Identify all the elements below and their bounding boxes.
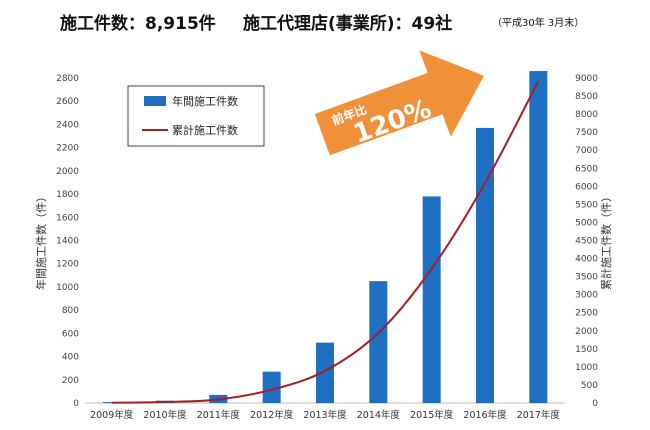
y-tick-label: 800 bbox=[62, 306, 79, 316]
y2-tick-label: 7000 bbox=[575, 146, 598, 156]
bar bbox=[422, 196, 441, 403]
y2-tick-label: 4500 bbox=[575, 237, 598, 247]
x-tick-label: 2009年度 bbox=[90, 409, 134, 421]
y-tick-label: 0 bbox=[73, 399, 79, 409]
y-tick-label: 600 bbox=[62, 329, 79, 339]
total-installations-title: 施工件数：8,915件 bbox=[60, 14, 216, 34]
bar bbox=[529, 71, 548, 404]
x-tick-label: 2013年度 bbox=[303, 409, 347, 421]
as-of-date: （平成30年 3月末） bbox=[492, 18, 585, 29]
x-tick-label: 2016年度 bbox=[463, 409, 507, 421]
y2-tick-label: 500 bbox=[581, 381, 598, 391]
y-tick-label: 400 bbox=[62, 353, 79, 363]
y2-tick-label: 1500 bbox=[575, 345, 598, 355]
chart-header: 施工件数：8,915件 施工代理店(事業所)：49社 （平成30年 3月末） bbox=[0, 0, 650, 40]
y2-tick-label: 3500 bbox=[575, 273, 598, 283]
legend-bar-swatch bbox=[144, 96, 166, 106]
y2-tick-label: 8500 bbox=[575, 92, 598, 102]
x-tick-label: 2012年度 bbox=[250, 409, 294, 421]
y2-tick-label: 6000 bbox=[575, 182, 598, 192]
y-tick-label: 1600 bbox=[56, 213, 79, 223]
y2-tick-label: 0 bbox=[592, 399, 598, 409]
x-tick-label: 2010年度 bbox=[143, 409, 187, 421]
y2-tick-label: 9000 bbox=[575, 74, 598, 84]
y2-axis-title: 累計施工件数（件） bbox=[599, 191, 613, 290]
y-axis-title: 年間施工件数（件） bbox=[34, 191, 48, 290]
y-tick-label: 2800 bbox=[56, 74, 79, 84]
bar bbox=[476, 127, 494, 404]
y2-tick-label: 1000 bbox=[575, 363, 598, 373]
y-tick-label: 1800 bbox=[56, 190, 79, 200]
agency-count-title: 施工代理店(事業所)：49社 bbox=[243, 14, 453, 34]
x-tick-label: 2017年度 bbox=[517, 409, 561, 421]
y-tick-label: 2000 bbox=[56, 167, 79, 177]
arrow-shape bbox=[314, 50, 484, 156]
y2-tick-label: 2000 bbox=[575, 327, 598, 337]
y2-tick-label: 5000 bbox=[575, 218, 598, 228]
y-tick-label: 1400 bbox=[56, 237, 79, 247]
y-tick-label: 1200 bbox=[56, 260, 79, 270]
y2-tick-label: 6500 bbox=[575, 164, 598, 174]
y2-tick-label: 5500 bbox=[575, 200, 598, 210]
y2-tick-label: 2500 bbox=[575, 309, 598, 319]
y-tick-label: 200 bbox=[62, 376, 79, 386]
x-tick-label: 2014年度 bbox=[357, 409, 401, 421]
y2-tick-label: 4000 bbox=[575, 255, 598, 265]
bar bbox=[369, 281, 388, 403]
cumulative-line bbox=[111, 80, 540, 404]
legend-bar-label: 年間施工件数 bbox=[172, 94, 238, 108]
x-tick-label: 2011年度 bbox=[197, 409, 241, 421]
legend-line-label: 累計施工件数 bbox=[172, 123, 238, 137]
y-tick-label: 2200 bbox=[56, 144, 79, 154]
y2-tick-label: 7500 bbox=[575, 128, 598, 138]
y-tick-label: 2400 bbox=[56, 120, 79, 130]
bar bbox=[316, 342, 334, 403]
y2-tick-label: 8000 bbox=[575, 110, 598, 120]
bar bbox=[262, 371, 281, 403]
x-tick-label: 2015年度 bbox=[410, 409, 454, 421]
y-tick-label: 2600 bbox=[56, 97, 79, 107]
y2-tick-label: 3000 bbox=[575, 291, 598, 301]
y-tick-label: 1000 bbox=[56, 283, 79, 293]
